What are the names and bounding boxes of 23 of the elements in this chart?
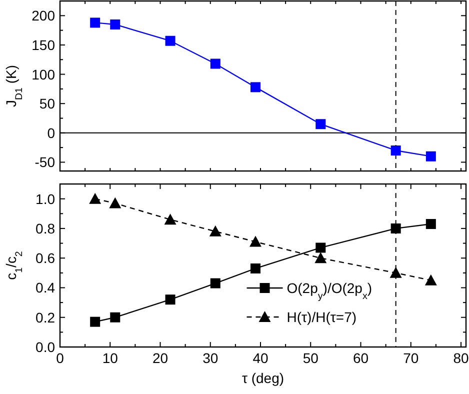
y-tick-label: 100 <box>32 66 56 82</box>
y-tick-label: 1.0 <box>36 190 56 207</box>
legend-label: O(2p$_{y}$)/O(2p$_{x}$) <box>286 280 372 302</box>
y-tick-label: 0.2 <box>36 309 56 326</box>
legend-label: H(τ)/H(τ=7) <box>286 309 357 325</box>
x-tick-label: 30 <box>202 350 218 366</box>
x-tick-label: 50 <box>302 350 319 366</box>
x-tick-label: 80 <box>453 350 469 366</box>
y-tick-label: 0.0 <box>36 339 56 355</box>
x-axis-title: τ (deg) <box>242 370 284 386</box>
x-tick-label: 70 <box>403 350 419 366</box>
y-tick-label: 0.8 <box>36 220 56 236</box>
x-tick-label: 60 <box>352 350 369 366</box>
y-tick-label: 0.4 <box>36 280 56 296</box>
y-tick-label: 200 <box>32 8 56 24</box>
y-tick-label: -50 <box>34 154 56 170</box>
x-tick-label: 10 <box>102 350 118 366</box>
y-tick-label: 150 <box>32 36 56 53</box>
y-tick-label: 50 <box>39 96 56 112</box>
x-tick-label: 40 <box>252 350 268 366</box>
y-tick-label: 0 <box>47 124 56 141</box>
y-tick-label: 0.6 <box>36 250 56 266</box>
x-tick-label: 20 <box>152 350 168 366</box>
